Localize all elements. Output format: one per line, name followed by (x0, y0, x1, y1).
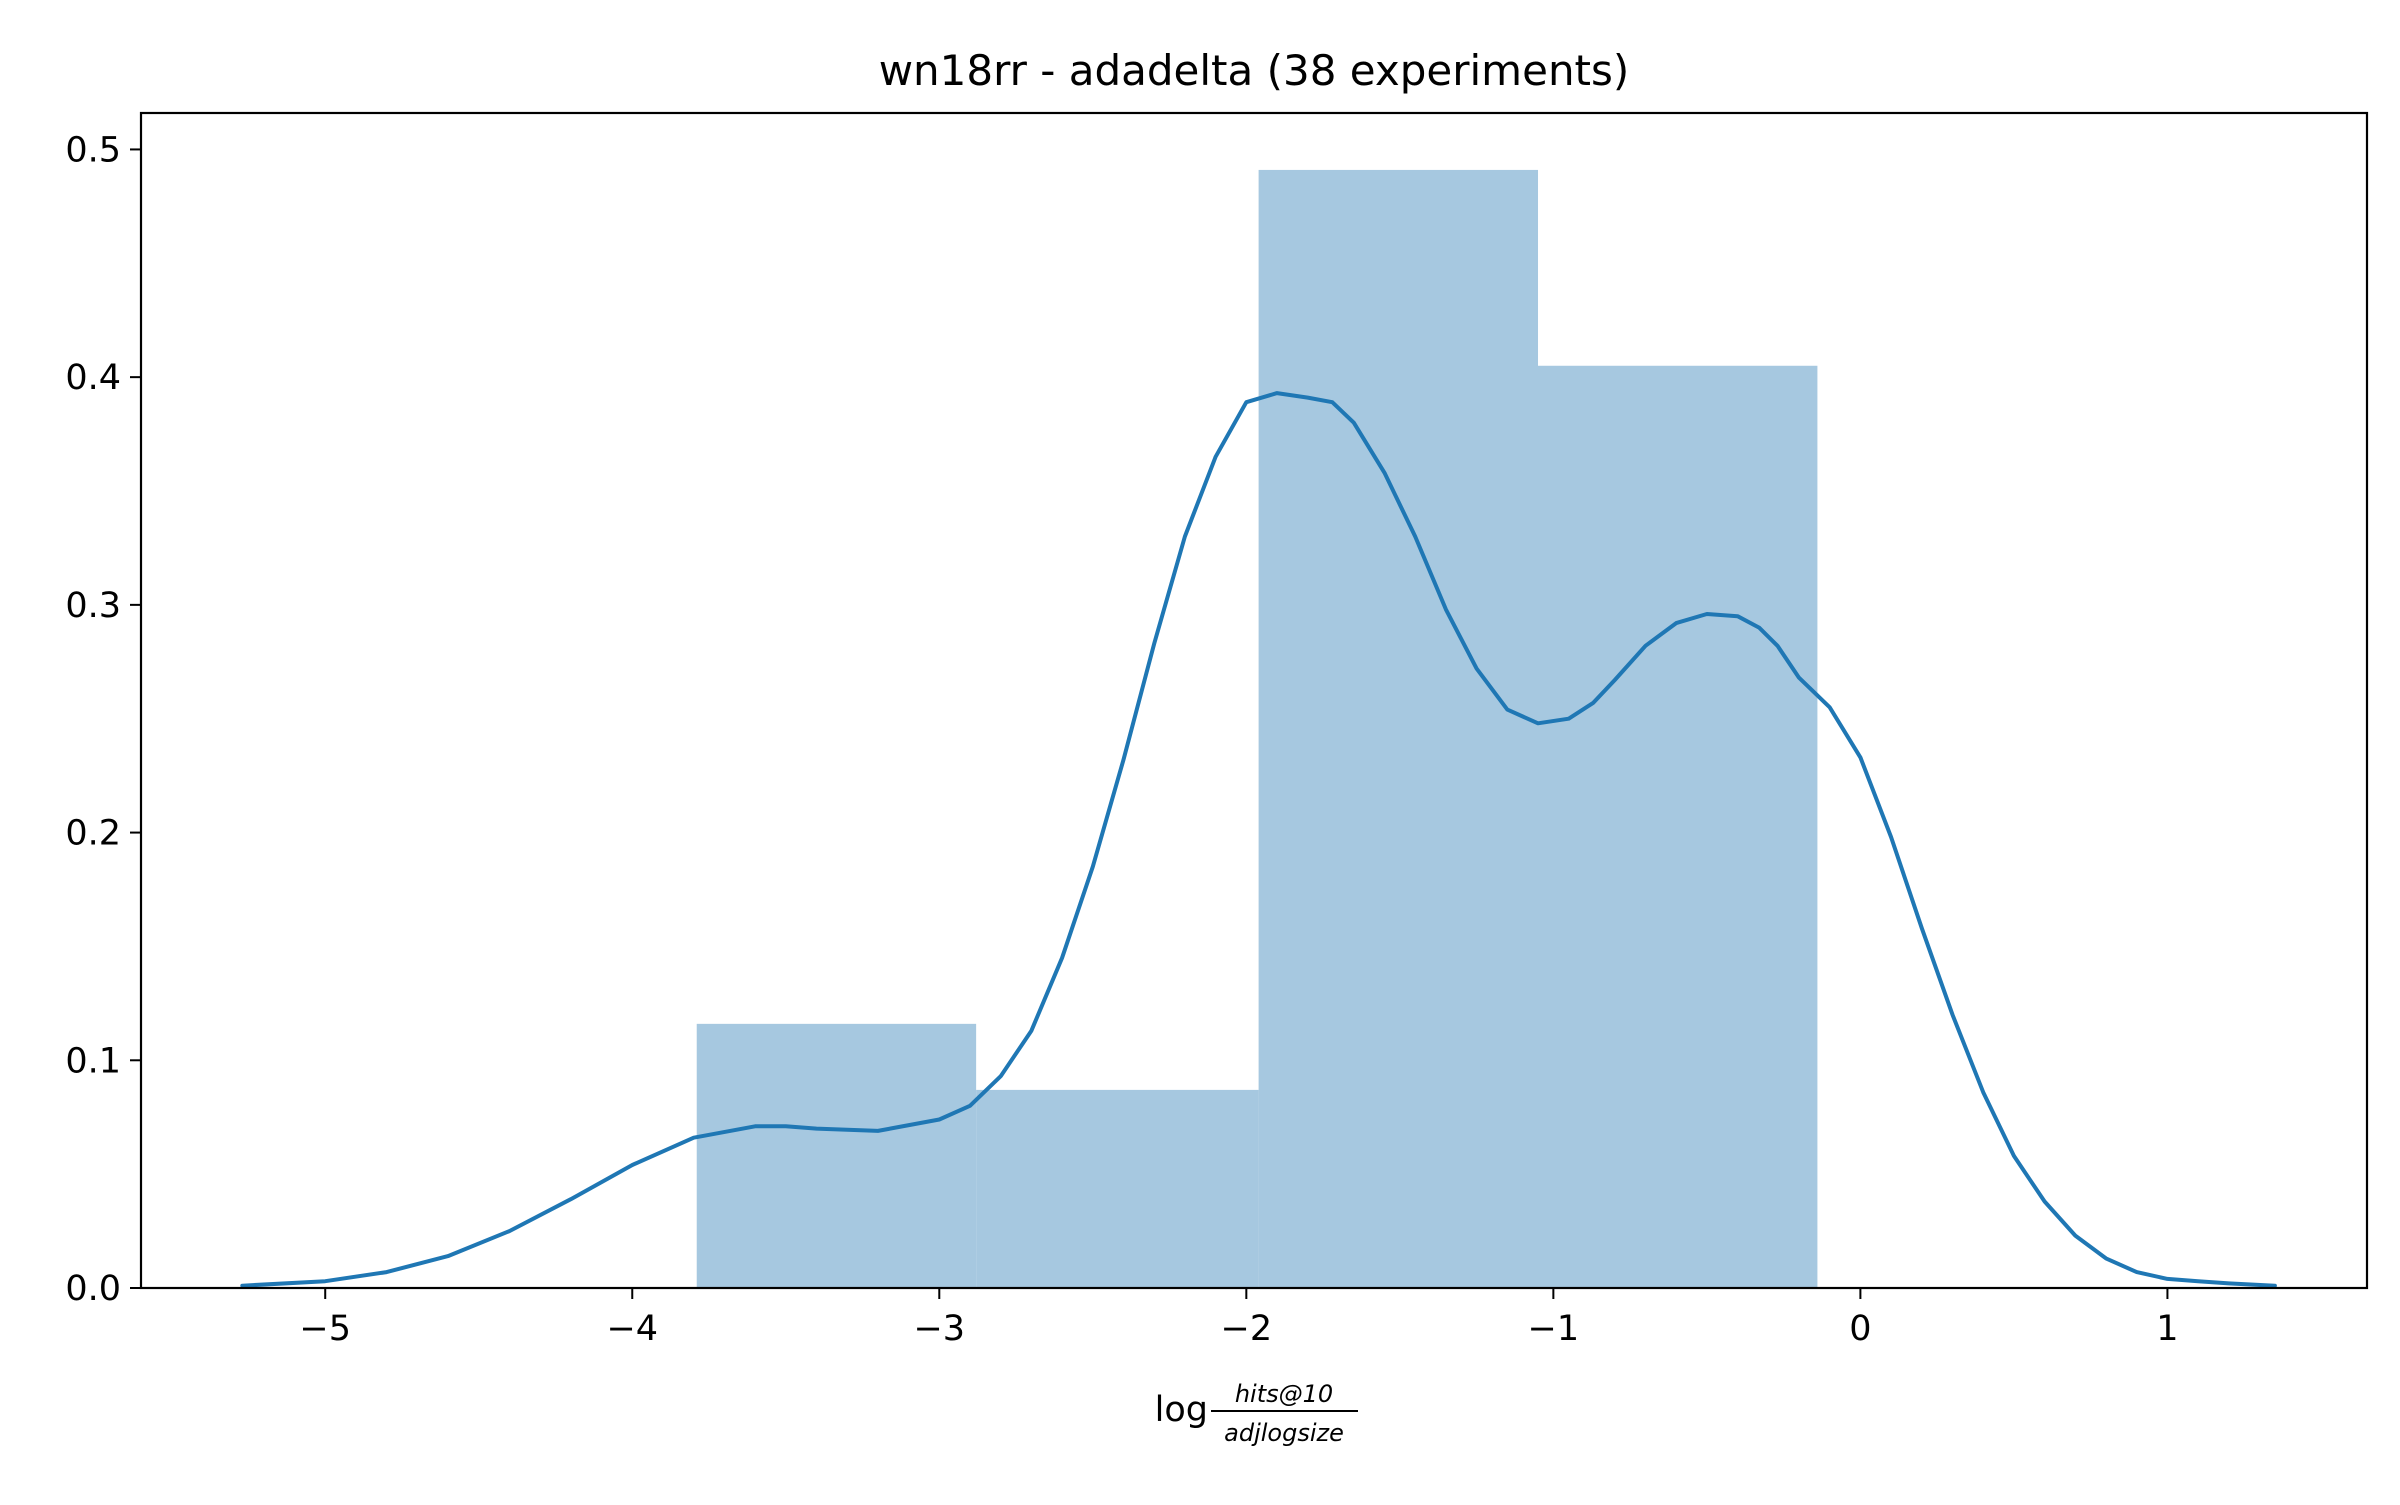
x-tick-label: −1 (1528, 1309, 1580, 1349)
histogram-bar-2 (976, 1089, 1259, 1288)
y-tick-label: 0.1 (65, 1041, 121, 1081)
x-axis-label-prefix: log (1155, 1390, 1208, 1430)
x-axis-label-numerator: hits@10 (1235, 1380, 1333, 1408)
y-axis-ticks: 0.0 0.1 0.2 0.3 0.4 0.5 (65, 130, 141, 1309)
histogram-bar-3 (1258, 169, 1539, 1288)
x-tick-label: 0 (1849, 1309, 1871, 1349)
x-tick-label: −3 (913, 1309, 965, 1349)
y-tick-label: 0.2 (65, 814, 121, 854)
y-tick-label: 0.3 (65, 586, 121, 626)
histogram-bar-1 (696, 1023, 977, 1288)
y-tick-label: 0.4 (65, 358, 121, 398)
x-tick-label: −4 (606, 1309, 658, 1349)
y-tick-label: 0.5 (65, 130, 121, 170)
kde-curve-layer (240, 391, 2277, 1288)
plot-frame (139, 111, 2369, 1290)
kde-line (240, 391, 2277, 1288)
x-tick-label: −2 (1221, 1309, 1273, 1349)
x-tick-label: 1 (2156, 1309, 2178, 1349)
x-axis-label-denominator: adjlogsize (1224, 1419, 1344, 1447)
x-tick-label: −5 (299, 1309, 351, 1349)
x-axis-label: log hits@10 adjlogsize (1155, 1380, 1358, 1447)
histogram-bar-4 (1538, 365, 1818, 1289)
chart-title: wn18rr - adadelta (38 experiments) (879, 46, 1630, 95)
x-axis-ticks: −5 −4 −3 −2 −1 0 1 (299, 1288, 2179, 1349)
y-tick-label: 0.0 (65, 1269, 121, 1309)
histogram-bars (696, 169, 1818, 1289)
